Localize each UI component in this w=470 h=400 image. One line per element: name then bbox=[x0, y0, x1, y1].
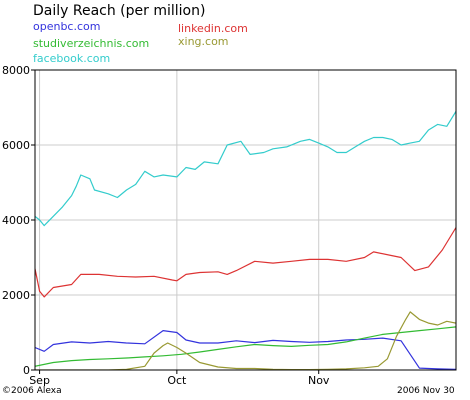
axes: 0 2000 4000 6000 8000 Sep Oct Nov bbox=[2, 64, 330, 387]
y-tick-label: 4000 bbox=[2, 214, 30, 227]
series-line-xing-com bbox=[35, 311, 456, 370]
y-tick-label: 6000 bbox=[2, 139, 30, 152]
series-line-openbc-com bbox=[35, 330, 456, 370]
series-line-studiverzeichnis-com bbox=[35, 326, 456, 367]
x-tick-label: Nov bbox=[308, 374, 330, 387]
date-label: 2006 Nov 30 bbox=[397, 386, 455, 396]
series-line-facebook-com bbox=[35, 110, 456, 227]
series-group bbox=[35, 110, 456, 370]
legend-studiverzeichnis: studiverzeichnis.com bbox=[33, 37, 150, 50]
y-tick-label: 0 bbox=[23, 364, 30, 377]
chart-title: Daily Reach (per million) bbox=[33, 3, 206, 19]
legend-xing: xing.com bbox=[178, 35, 229, 48]
y-tick-label: 2000 bbox=[2, 289, 30, 302]
legend-facebook: facebook.com bbox=[33, 52, 111, 65]
copyright-label: ©2006 Alexa bbox=[2, 386, 62, 396]
legend-openbc: openbc.com bbox=[33, 20, 101, 33]
grid bbox=[35, 70, 456, 370]
x-tick-label: Sep bbox=[29, 374, 50, 387]
x-tick-label: Oct bbox=[167, 374, 187, 387]
series-line-linkedin-com bbox=[35, 227, 456, 298]
y-tick-label: 8000 bbox=[2, 64, 30, 77]
legend-linkedin: linkedin.com bbox=[178, 22, 248, 35]
